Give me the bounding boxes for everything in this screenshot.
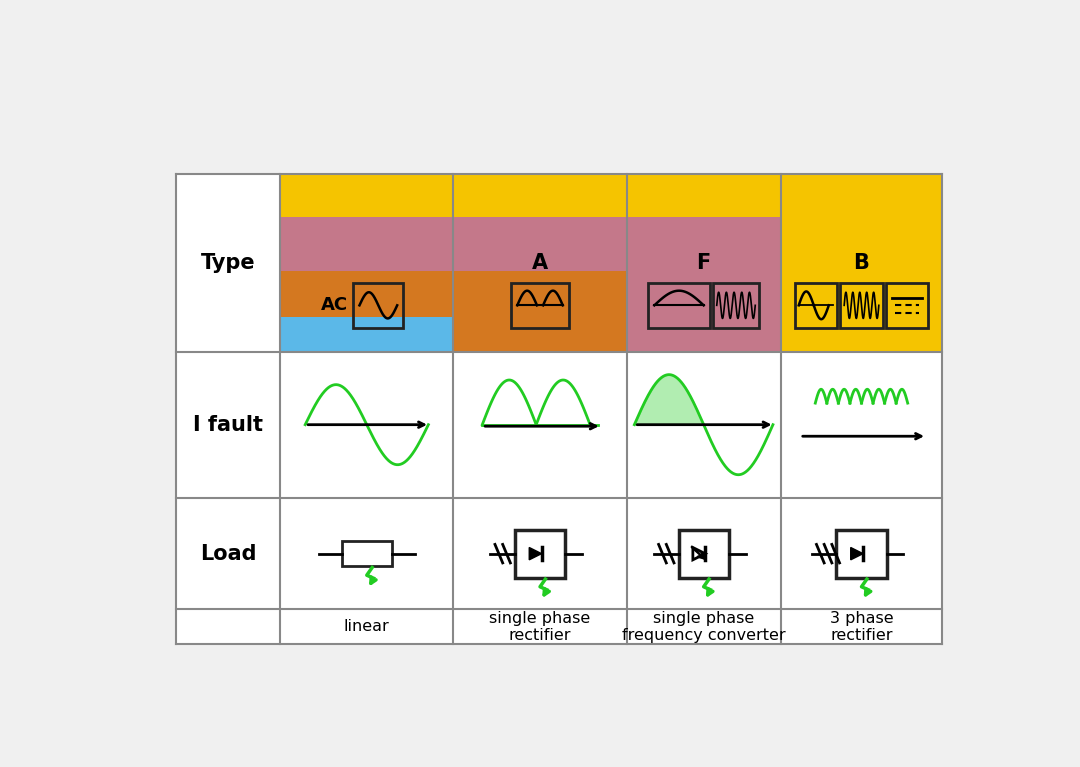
Bar [341,542,392,566]
Bar [713,283,759,328]
Bar [280,217,781,351]
Bar [840,283,882,328]
Bar [795,283,837,328]
Text: F: F [697,253,711,273]
Text: Type: Type [201,253,256,273]
Text: single phase
rectifier: single phase rectifier [489,611,591,643]
Text: AC: AC [321,296,348,314]
Bar [353,283,403,328]
Bar [176,174,943,644]
Text: 3 phase
rectifier: 3 phase rectifier [829,611,893,643]
Bar [678,530,729,578]
Text: single phase
frequency converter: single phase frequency converter [622,611,785,643]
Polygon shape [529,548,541,560]
Bar [648,283,710,328]
Bar [280,271,626,351]
Text: Load: Load [200,544,256,564]
Bar [511,283,569,328]
Text: I fault: I fault [193,415,264,435]
Text: B: B [853,253,869,273]
Polygon shape [851,548,863,560]
Bar [837,530,887,578]
Text: linear: linear [343,619,390,634]
Bar [886,283,928,328]
Bar [280,174,943,351]
Bar [515,530,565,578]
Bar [280,317,454,351]
Text: A: A [532,253,548,273]
